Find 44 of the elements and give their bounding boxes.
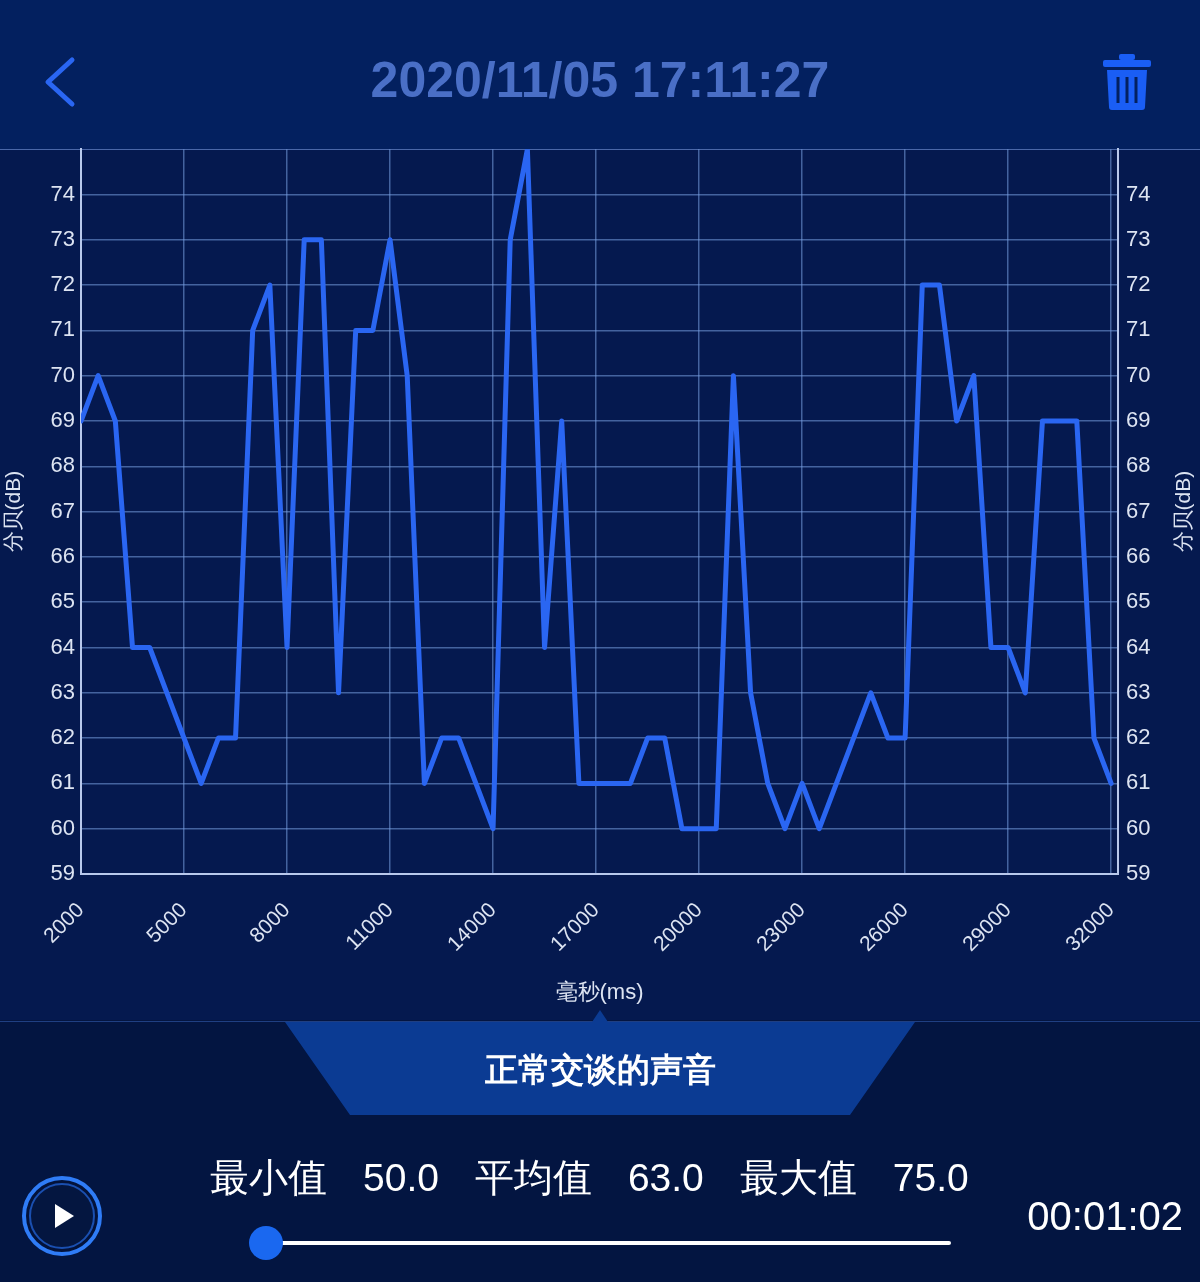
y2-tick-label: 65 [1126,588,1151,614]
y2-tick-label: 60 [1126,814,1151,840]
y2-tick-label: 59 [1126,860,1151,886]
y2-tick-label: 66 [1126,542,1151,568]
text: 00:01:02 [1027,1194,1183,1239]
y2-tick-label: 73 [1126,225,1151,251]
y-tick-label: 67 [50,497,75,523]
y-tick-label: 70 [50,361,75,387]
y-tick-label: 66 [50,542,75,568]
y-tick-label: 63 [50,678,75,704]
text: 正常交谈的声音 [484,1051,716,1088]
text: 最小值 [210,1155,327,1201]
y2-tick-label: 64 [1126,633,1151,659]
x-axis-title: 毫秒(ms) [555,978,644,1004]
y2-tick-label: 71 [1126,316,1151,342]
y-tick-label: 61 [50,769,75,795]
y2-tick-label: 72 [1126,271,1151,297]
y2-tick-label: 70 [1126,361,1151,387]
y-tick-label: 73 [50,225,75,251]
y2-tick-label: 67 [1126,497,1151,523]
y-tick-label: 60 [50,814,75,840]
text: 平均值 [474,1155,592,1201]
y-tick-label: 64 [50,633,75,659]
text: 75.0 [892,1156,969,1200]
chart-title: 2020/11/05 17:11:27 [370,52,830,108]
y-tick-label: 74 [50,180,75,206]
y-tick-label: 72 [50,271,75,297]
y-tick-label: 62 [50,724,75,750]
y2-tick-label: 63 [1126,678,1151,704]
y-tick-label: 59 [50,860,75,886]
y-tick-label: 69 [50,407,75,433]
text: 最大值 [739,1155,857,1201]
y-tick-label: 68 [50,452,75,478]
y-tick-label: 65 [50,588,75,614]
y2-tick-label: 61 [1126,769,1151,795]
y-axis-title: 分贝(dB) [1,470,25,553]
y2-tick-label: 62 [1126,724,1151,750]
y2-tick-label: 69 [1126,407,1151,433]
y-tick-label: 71 [50,316,75,342]
text: 63.0 [627,1156,704,1200]
y2-tick-label: 74 [1126,180,1151,206]
y2-axis-title: 分贝(dB) [1170,470,1194,553]
text: 50.0 [363,1156,439,1200]
y2-tick-label: 68 [1126,452,1151,478]
